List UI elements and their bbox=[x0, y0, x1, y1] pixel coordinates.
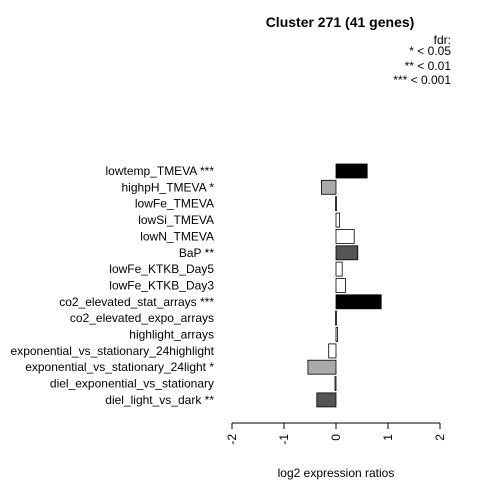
bar-3 bbox=[335, 212, 340, 228]
category-label-5: BaP ** bbox=[179, 246, 214, 260]
legend-entry-1: * < 0.05 bbox=[409, 44, 451, 58]
category-label-9: co2_elevated_expo_arrays bbox=[70, 311, 214, 325]
category-label-11: exponential_vs_stationary_24highlight bbox=[11, 344, 215, 358]
bar-12 bbox=[307, 359, 337, 375]
category-label-14: diel_light_vs_dark ** bbox=[105, 393, 214, 407]
category-label-12: exponential_vs_stationary_24light * bbox=[25, 360, 214, 374]
category-label-10: highlight_arrays bbox=[129, 328, 214, 342]
bar-2 bbox=[335, 196, 337, 212]
category-label-7: lowFe_KTKB_Day3 bbox=[109, 279, 214, 293]
category-label-4: lowN_TMEVA bbox=[140, 229, 214, 243]
bar-9 bbox=[335, 310, 337, 326]
x-tick-label-4: 2 bbox=[433, 434, 447, 441]
bar-6 bbox=[335, 261, 343, 277]
x-axis-label: log2 expression ratios bbox=[278, 466, 395, 480]
x-tick-label-0: -2 bbox=[225, 434, 239, 445]
bar-0 bbox=[335, 163, 368, 179]
category-label-6: lowFe_KTKB_Day5 bbox=[109, 262, 214, 276]
category-label-2: lowFe_TMEVA bbox=[135, 197, 214, 211]
category-label-1: highpH_TMEVA * bbox=[122, 180, 215, 194]
legend: fdr: * < 0.05 ** < 0.01 *** < 0.001 bbox=[393, 33, 451, 87]
bar-1 bbox=[320, 179, 337, 195]
legend-entry-2: ** < 0.01 bbox=[405, 59, 452, 73]
legend-entry-3: *** < 0.001 bbox=[393, 73, 451, 87]
bars bbox=[307, 163, 382, 408]
bar-10 bbox=[335, 327, 339, 342]
bar-13 bbox=[334, 376, 337, 392]
x-tick-label-3: 1 bbox=[381, 434, 395, 441]
legend-title: fdr: bbox=[434, 33, 451, 47]
category-label-13: diel_exponential_vs_stationary bbox=[50, 377, 214, 391]
bar-4 bbox=[335, 228, 355, 244]
x-tick-label-1: -1 bbox=[277, 434, 291, 445]
bar-7 bbox=[335, 278, 346, 293]
bar-8 bbox=[335, 294, 382, 310]
bar-14 bbox=[316, 392, 337, 408]
bar-11 bbox=[328, 343, 337, 359]
category-label-0: lowtemp_TMEVA *** bbox=[106, 164, 215, 178]
bar-5 bbox=[335, 245, 359, 261]
category-label-8: co2_elevated_stat_arrays *** bbox=[59, 295, 214, 309]
category-label-3: lowSi_TMEVA bbox=[138, 213, 214, 227]
x-axis: -2 -1 0 1 2 bbox=[225, 422, 447, 445]
x-tick-label-2: 0 bbox=[329, 434, 343, 441]
chart-title: Cluster 271 (41 genes) bbox=[266, 14, 415, 30]
category-labels: lowtemp_TMEVA *** highpH_TMEVA * lowFe_TME… bbox=[11, 164, 215, 407]
